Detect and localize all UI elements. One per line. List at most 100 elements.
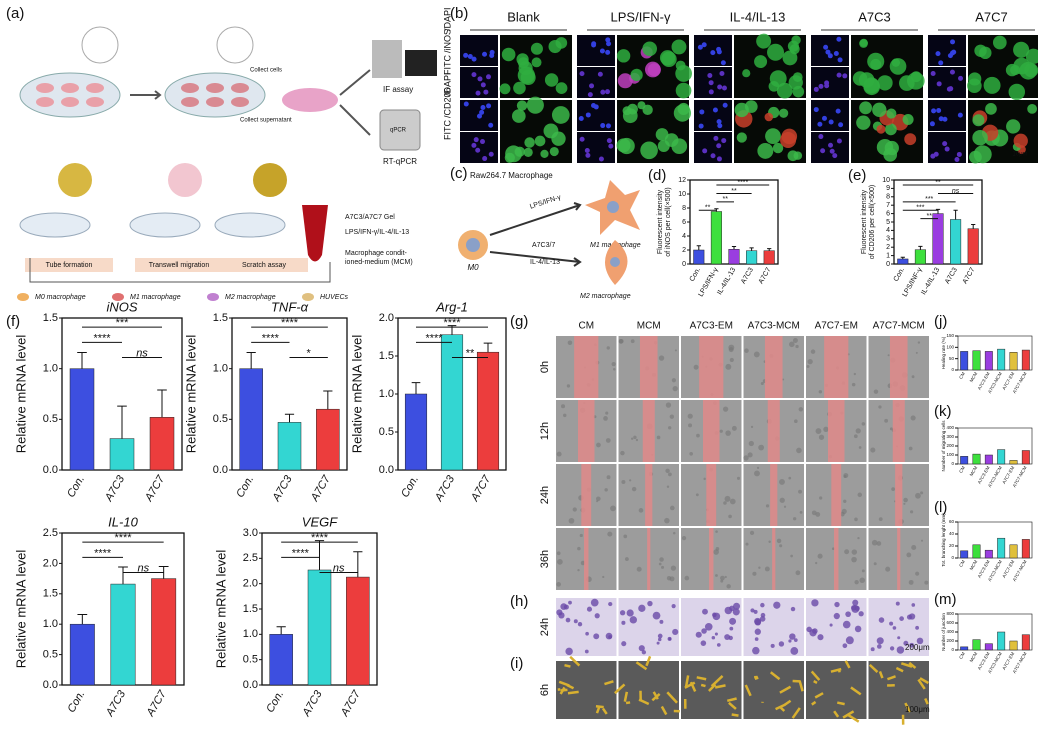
y-tick-label: 12 (678, 177, 686, 184)
y-tick-label: 1.0 (379, 388, 394, 400)
label: 100μm (905, 705, 930, 714)
dish (19, 72, 121, 118)
y-axis-label: Tot. branching lenght (mm) (941, 513, 946, 567)
cell (736, 132, 747, 143)
texture (764, 566, 770, 572)
nucleus (829, 148, 835, 154)
well (61, 83, 79, 93)
label: 6h (539, 684, 551, 696)
tube (651, 692, 661, 702)
assay-zoom (168, 163, 202, 197)
label: A7C7-EM (815, 321, 858, 332)
bar (914, 249, 926, 265)
texture (817, 553, 823, 559)
x-tick-label: CM (958, 371, 966, 380)
well (181, 97, 199, 107)
y-tick-label: 4 (886, 227, 890, 234)
cell (1013, 133, 1028, 148)
sig-label: * (307, 348, 312, 360)
thumb (811, 67, 849, 98)
tube (814, 692, 824, 699)
x-tick-label: A7C7 (468, 473, 493, 504)
tube (700, 683, 706, 688)
x-tick-label: Con. (893, 267, 906, 283)
bar (984, 643, 993, 651)
tube (625, 701, 631, 705)
texture (572, 507, 577, 512)
y-tick-label: 0.5 (379, 426, 394, 438)
cell (586, 606, 593, 612)
texture (579, 533, 583, 538)
cell (842, 620, 851, 629)
bar (746, 250, 758, 265)
cell (788, 639, 792, 643)
cell (757, 142, 774, 159)
texture (796, 447, 802, 454)
cell (565, 647, 573, 656)
cell (675, 82, 692, 99)
cell-icon (17, 293, 29, 301)
wound (824, 336, 849, 398)
texture (911, 375, 915, 379)
nucleus (585, 152, 591, 158)
nucleus (828, 119, 834, 125)
bar (950, 219, 962, 265)
bar (151, 578, 177, 686)
bar (984, 351, 993, 371)
cell (789, 633, 796, 640)
label: A7C3-EM (690, 321, 733, 332)
tube (791, 707, 801, 719)
nucleus (488, 122, 494, 128)
qpcr-machine (379, 109, 421, 151)
x-tick-label: A7C7 (308, 473, 333, 504)
cell (760, 602, 765, 608)
x-tick-label: A7C3 (300, 688, 325, 719)
error-bar (411, 382, 421, 394)
sig-label: ns (952, 188, 960, 195)
texture (726, 584, 731, 589)
tube (708, 683, 717, 692)
plot-frame (957, 521, 1033, 559)
cell (584, 649, 589, 654)
cell (915, 625, 919, 630)
arrow (489, 202, 582, 236)
cell (790, 606, 796, 612)
y-axis-label: Relative mRNA level (349, 335, 364, 454)
cells (282, 88, 338, 112)
sig-label: **** (311, 532, 329, 544)
nucleus (598, 156, 604, 162)
texture (731, 425, 737, 431)
y-tick-label: 0 (951, 367, 954, 372)
y-tick-label: 150 (946, 333, 954, 338)
bar (728, 249, 740, 265)
nucleus (467, 54, 473, 60)
y-tick-label: 300 (946, 434, 954, 439)
nucleus (716, 119, 722, 125)
m1-nucleus (607, 201, 619, 213)
cell (983, 76, 1001, 94)
nucleus (929, 121, 935, 127)
y-tick-label: 400 (946, 629, 954, 634)
cell (870, 647, 875, 652)
error-bar (77, 351, 87, 369)
x-tick-label: A7C7 (142, 473, 167, 504)
nucleus (710, 50, 716, 56)
cell (716, 643, 721, 647)
x-tick-label: A7C7 (962, 267, 977, 286)
texture (567, 340, 573, 346)
texture (596, 500, 599, 503)
texture (906, 552, 912, 558)
error-bar (971, 224, 976, 229)
nucleus (721, 138, 727, 144)
tube (904, 702, 912, 713)
bar (149, 417, 175, 471)
y-tick-label: 2.0 (243, 578, 258, 590)
cell (877, 75, 893, 91)
texture (656, 435, 661, 440)
texture (665, 402, 672, 408)
cell (1006, 119, 1021, 134)
texture (910, 510, 914, 514)
cell (892, 626, 897, 630)
nucleus (483, 89, 489, 95)
cell (511, 109, 526, 123)
